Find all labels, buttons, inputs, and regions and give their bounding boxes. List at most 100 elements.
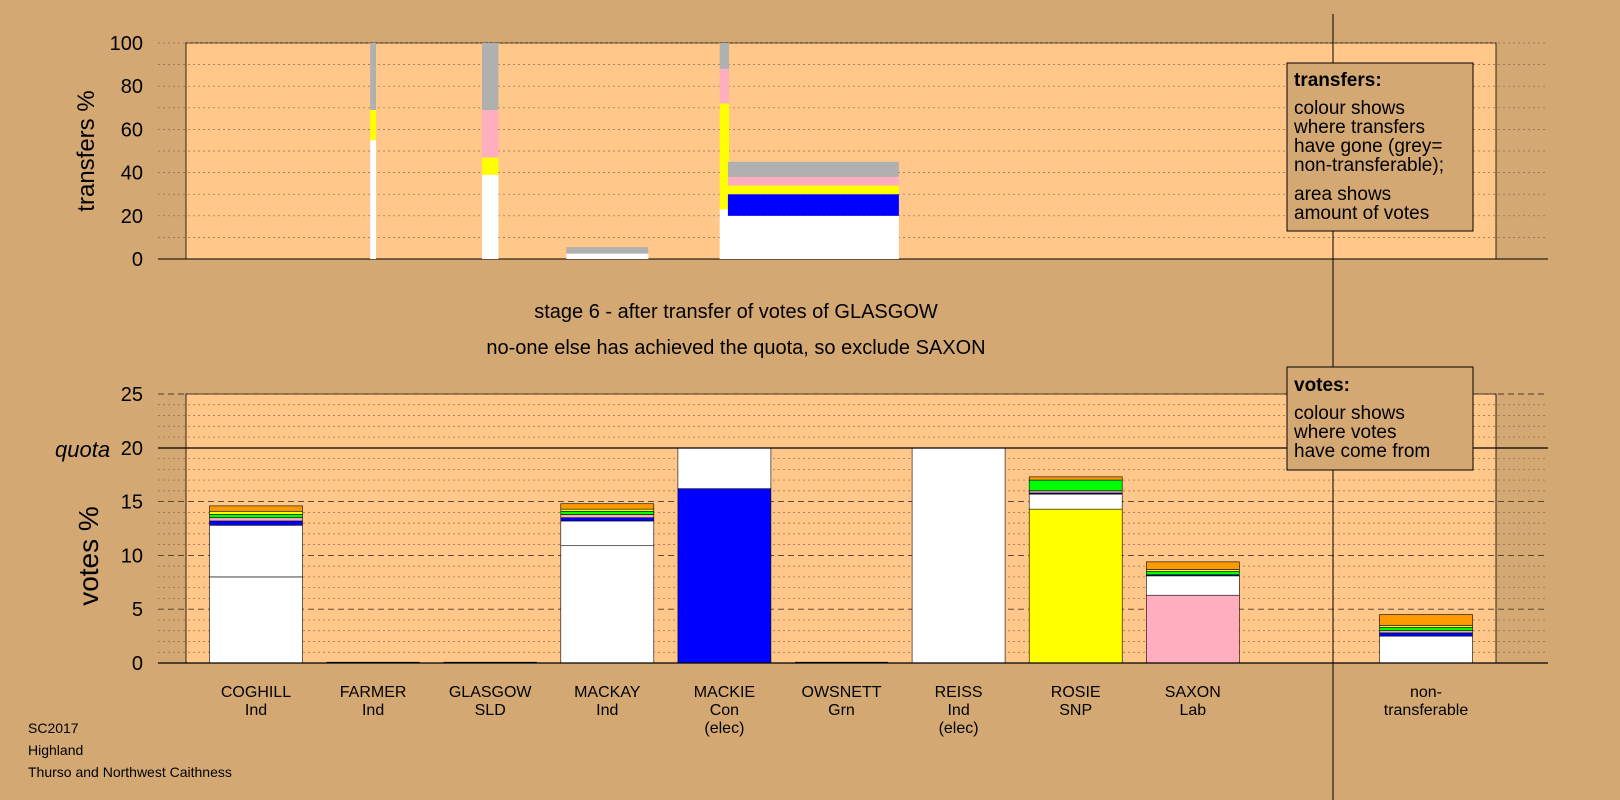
- transfers-legend-line: where transfers: [1293, 117, 1425, 138]
- vote-segment-coghill-sld: [209, 505, 303, 512]
- vote-segment-mackay-ind: [560, 520, 655, 547]
- x-label-name-coghill: COGHILL: [221, 684, 291, 701]
- vote-segment-coghill-con: [209, 520, 303, 526]
- votes-tick-label: 20: [121, 438, 143, 460]
- x-label-party-non: transferable: [1384, 702, 1469, 719]
- transfer-segment-coghill-snp: [370, 109, 377, 141]
- transfers-tick-label: 80: [121, 76, 143, 98]
- votes-legend-line: colour shows: [1294, 403, 1405, 424]
- vote-segment-rosie-ind: [1028, 493, 1123, 510]
- votes-legend: votes: colour shows where votes have com…: [1286, 366, 1474, 471]
- votes-tick-label: 15: [121, 492, 143, 514]
- x-label-party-reiss: Ind: [947, 702, 969, 719]
- transfer-segment-mackay-lab: [719, 68, 730, 104]
- vote-segment-mackay-con: [560, 517, 655, 522]
- vote-segment-non-ind: [1379, 635, 1473, 664]
- vote-segment-coghill-ind: [209, 524, 303, 578]
- vote-segment-saxon-snp: [1146, 569, 1240, 572]
- vote-segment-saxon-ind: [1146, 575, 1240, 596]
- votes-legend-line: where votes: [1293, 422, 1396, 443]
- transfers-bars: [370, 43, 899, 259]
- vote-segment-non-snp: [1379, 625, 1473, 628]
- vote-segment-rosie-snp: [1028, 508, 1123, 664]
- votes-y-ticks: 0 5 10 15 20 25: [121, 384, 143, 675]
- transfers-legend-line: non-transferable);: [1294, 155, 1444, 176]
- votes-tick-label: 0: [132, 653, 143, 675]
- transfers-y-ticks: 0 20 40 60 80 100: [110, 33, 143, 271]
- vote-segment-non-grn: [1379, 627, 1473, 632]
- vote-segment-rosie-grn: [1028, 479, 1123, 492]
- transfers-legend-line: area shows: [1294, 184, 1391, 205]
- x-label-party-mackay: Ind: [596, 702, 618, 719]
- vote-segment-mackie-ind: [677, 447, 772, 489]
- transfers-tick-label: 0: [132, 249, 143, 271]
- transfer-segment-mackie-con: [727, 194, 899, 216]
- exclusion-caption: no-one else has achieved the quota, so e…: [486, 337, 985, 359]
- vote-segment-rosie-sld: [1028, 476, 1123, 481]
- transfer-segment-mackay-ind: [719, 209, 730, 259]
- vote-segment-reiss-ind: [911, 447, 1006, 664]
- vote-segment-coghill-grn: [209, 514, 303, 519]
- vote-segment-coghill-snp: [209, 510, 303, 515]
- vote-segment-saxon-sld: [1146, 561, 1240, 570]
- vote-segment-coghill-lab: [209, 517, 303, 522]
- x-label-party-mackie: Con: [710, 702, 739, 719]
- vote-segment-rosie-lab: [1028, 490, 1123, 494]
- votes-legend-line: have come from: [1294, 441, 1430, 462]
- transfer-segment-mackay-snp: [719, 103, 730, 210]
- x-label-name-non: non-: [1410, 684, 1442, 701]
- footer-election: SC2017: [28, 720, 79, 736]
- votes-legend-title: votes:: [1294, 375, 1350, 396]
- x-label-party-glasgow: SLD: [475, 702, 506, 719]
- transfer-segment-mackie-lab: [727, 176, 899, 186]
- vote-segment-mackay-ind: [560, 545, 655, 664]
- x-label-party-coghill: Ind: [245, 702, 267, 719]
- x-label-name-reiss: REISS: [935, 684, 983, 701]
- x-label-elected-mackie: (elec): [704, 720, 744, 737]
- transfers-tick-label: 20: [121, 206, 143, 228]
- votes-tick-label: 5: [132, 599, 143, 621]
- transfers-legend-line: colour shows: [1294, 98, 1405, 119]
- stage-caption: stage 6 - after transfer of votes of GLA…: [534, 301, 938, 323]
- votes-tick-label: 10: [121, 545, 143, 567]
- transfer-segment-mackie-nontransferable: [727, 161, 899, 177]
- transfers-legend-line: amount of votes: [1294, 203, 1429, 224]
- votes-plot-area: [185, 393, 1497, 664]
- transfer-segment-coghill-nontransferable: [370, 43, 377, 110]
- transfer-segment-mackay-nontransferable: [719, 43, 730, 69]
- x-label-party-rosie: SNP: [1059, 702, 1092, 719]
- x-label-name-saxon: SAXON: [1165, 684, 1221, 701]
- transfer-segment-farmer-lab: [482, 109, 499, 158]
- quota-label: quota: [55, 437, 110, 462]
- vote-segment-saxon-lab: [1146, 594, 1240, 664]
- x-label-name-glasgow: GLASGOW: [449, 684, 533, 701]
- vote-segment-non-con: [1379, 632, 1473, 637]
- transfer-segment-farmer-ind: [482, 174, 499, 259]
- x-label-name-mackie: MACKIE: [694, 684, 755, 701]
- transfer-segment-farmer-snp: [482, 157, 499, 175]
- transfers-legend-line: have gone (grey=: [1294, 136, 1442, 157]
- transfer-segment-glasgow-nontransferable: [566, 247, 649, 254]
- votes-y-axis-label: votes %: [73, 506, 104, 606]
- vote-segment-mackie-con: [677, 488, 772, 664]
- x-label-name-owsnett: OWSNETT: [802, 684, 882, 701]
- transfers-legend-title: transfers:: [1294, 70, 1382, 91]
- votes-bars: [209, 447, 1473, 664]
- x-label-party-owsnett: Grn: [828, 702, 855, 719]
- votes-tick-label: 25: [121, 384, 143, 406]
- x-label-name-mackay: MACKAY: [574, 684, 641, 701]
- x-label-name-rosie: ROSIE: [1051, 684, 1101, 701]
- transfers-tick-label: 60: [121, 119, 143, 141]
- x-label-party-saxon: Lab: [1179, 702, 1206, 719]
- transfer-segment-mackie-snp: [727, 185, 899, 195]
- votes-x-labels: COGHILLIndFARMERIndGLASGOWSLDMACKAYIndMA…: [221, 684, 1468, 737]
- vote-segment-non-sld: [1379, 614, 1473, 626]
- transfer-segment-glasgow-ind: [566, 253, 649, 259]
- transfer-segment-farmer-nontransferable: [482, 43, 499, 110]
- vote-segment-mackay-snp: [560, 508, 655, 512]
- transfer-segment-mackie-ind: [727, 215, 899, 259]
- transfers-y-axis-label: transfers %: [73, 90, 100, 211]
- vote-segment-coghill-ind: [209, 576, 303, 664]
- x-label-elected-reiss: (elec): [939, 720, 979, 737]
